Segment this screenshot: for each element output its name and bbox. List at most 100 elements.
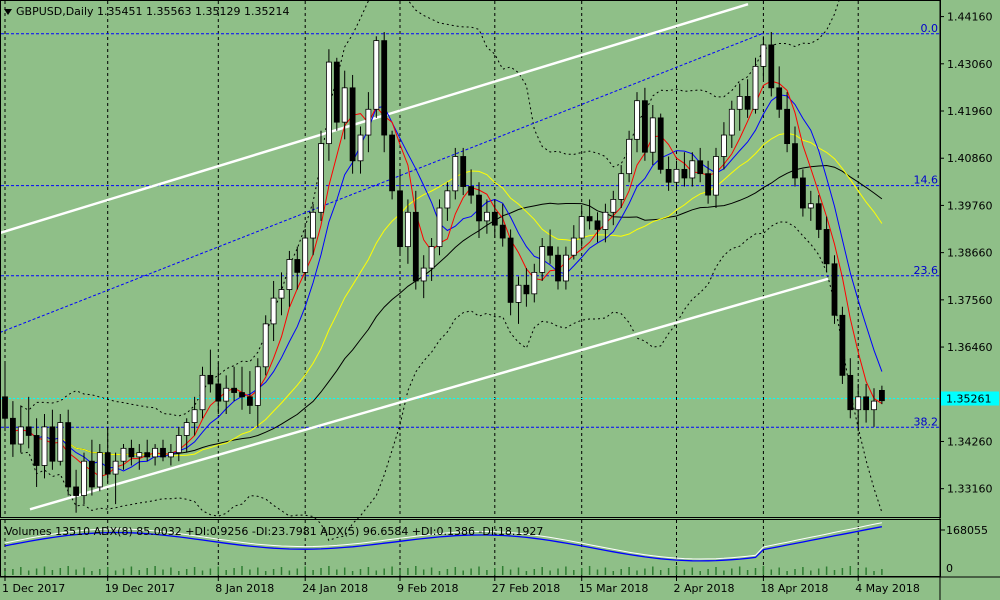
candle-body xyxy=(428,246,435,269)
candle-body xyxy=(823,229,830,265)
candle-body xyxy=(697,160,704,175)
channel-lower-line[interactable] xyxy=(29,277,829,511)
candle xyxy=(436,199,443,256)
trend-channel[interactable] xyxy=(0,2,829,511)
candle-body xyxy=(136,452,143,458)
bollinger-upper xyxy=(20,0,840,417)
candle-body xyxy=(57,422,64,462)
candle xyxy=(262,315,269,376)
candle xyxy=(721,122,727,170)
candle xyxy=(389,130,396,200)
candle-body xyxy=(49,426,56,462)
candle xyxy=(847,358,854,419)
time-tick-label: 1 Dec 2017 xyxy=(2,582,65,595)
candle xyxy=(452,147,459,200)
candle-body xyxy=(555,254,561,282)
candle-body xyxy=(483,211,490,222)
candle xyxy=(839,306,846,384)
time-axis: 1 Dec 2017 19 Dec 2017 8 Jan 2018 24 Jan 20… xyxy=(2,577,920,595)
time-tick-label: 8 Jan 2018 xyxy=(215,582,274,595)
candle-body xyxy=(231,387,238,393)
candle-body xyxy=(689,160,696,179)
indicator-axis-zero: 0 xyxy=(946,562,953,575)
candle-body xyxy=(871,400,877,411)
candle xyxy=(831,255,838,324)
candle xyxy=(420,255,427,299)
candle-body xyxy=(673,168,680,183)
candle-body xyxy=(626,138,632,175)
candle-body xyxy=(262,323,269,368)
candle-body xyxy=(270,297,277,325)
candle-body xyxy=(800,177,806,209)
candle xyxy=(578,208,585,247)
time-tick-label: 2 Apr 2018 xyxy=(674,582,735,595)
price-tick-label: 1.36460 xyxy=(947,341,993,354)
candle xyxy=(563,246,569,290)
candle xyxy=(863,383,869,423)
candle-body xyxy=(831,263,838,316)
candle-body xyxy=(665,168,672,183)
candle-body xyxy=(65,422,72,488)
candle xyxy=(673,160,680,191)
candle xyxy=(705,160,711,204)
candle-body xyxy=(476,194,482,222)
triangle-down-icon[interactable] xyxy=(4,9,12,15)
candle-body xyxy=(365,108,372,136)
price-tick-label: 1.33160 xyxy=(947,483,993,496)
candle xyxy=(665,156,672,191)
candle-body xyxy=(792,143,798,179)
candle xyxy=(586,199,593,230)
candle-body xyxy=(96,452,103,488)
candle-body xyxy=(183,422,190,436)
candle xyxy=(278,272,285,316)
ma-black xyxy=(67,164,883,456)
candle xyxy=(25,396,32,449)
indicator-title: Volumes 13510 ADX(8) 85.0032 +DI:0.9256 … xyxy=(5,525,543,538)
channel-upper-line[interactable] xyxy=(0,2,749,235)
candle xyxy=(713,147,719,208)
candle xyxy=(73,469,79,513)
candle-body xyxy=(721,134,727,157)
candle xyxy=(784,92,790,153)
candle xyxy=(602,203,609,243)
candle-body xyxy=(286,259,293,290)
indicator-axis-top: 168055 xyxy=(946,524,988,537)
candle xyxy=(681,152,688,187)
candle-body xyxy=(539,246,546,273)
price-tick-label: 1.43060 xyxy=(947,58,993,71)
candle xyxy=(594,212,601,243)
candle-body xyxy=(254,366,261,406)
candle-body xyxy=(602,211,609,230)
candle-body xyxy=(128,447,135,458)
candle-body xyxy=(839,314,846,376)
candle xyxy=(96,444,103,492)
candle xyxy=(112,452,119,505)
candle-body xyxy=(578,216,585,239)
candle-body xyxy=(191,409,198,423)
candle-body xyxy=(452,156,459,192)
candle-body xyxy=(73,486,79,496)
candle xyxy=(223,375,230,414)
candle xyxy=(57,414,64,466)
fib-trend-line[interactable] xyxy=(0,33,763,333)
candle xyxy=(333,57,340,131)
candle-body xyxy=(239,392,245,398)
price-tick-label: 1.40860 xyxy=(947,152,993,165)
ma-yellow xyxy=(36,132,883,457)
candle xyxy=(531,263,538,303)
candle-body xyxy=(768,44,775,89)
candle-body xyxy=(847,374,854,411)
candle xyxy=(2,362,8,432)
candle xyxy=(104,426,111,483)
candle xyxy=(246,371,253,414)
candle xyxy=(33,418,40,487)
adx-indicator xyxy=(4,522,945,575)
candle-body xyxy=(515,284,522,303)
candle-body xyxy=(167,452,174,458)
candle xyxy=(175,426,182,462)
candle xyxy=(183,418,190,453)
candle xyxy=(626,130,632,183)
candle xyxy=(160,439,166,462)
candle xyxy=(381,32,388,153)
